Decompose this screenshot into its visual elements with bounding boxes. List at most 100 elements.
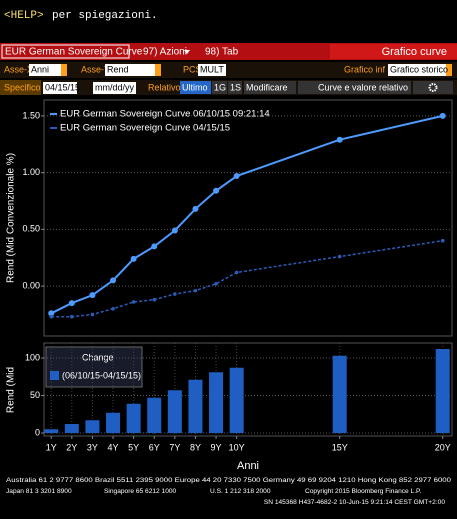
label: Specifico — [4, 82, 41, 92]
y-tick-label: 1.00 — [22, 167, 40, 177]
x-tick-label: 15Y — [332, 442, 348, 452]
bar — [44, 429, 59, 433]
series-line — [50, 114, 443, 315]
y-tick-label: 0 — [35, 427, 40, 437]
data-point — [193, 288, 198, 293]
y-tick-label: 0.00 — [22, 280, 40, 290]
field-value: mm/dd/yy — [95, 82, 135, 92]
bar — [209, 372, 224, 433]
actions-button[interactable]: 97) Azioni — [143, 47, 187, 58]
footer-line: Australia 61 2 9777 8600 Brazil 5511 239… — [6, 477, 451, 484]
x-tick-label: 4Y — [108, 442, 119, 452]
button-label: Modificare — [246, 82, 288, 92]
x-tick-label: 2Y — [66, 442, 77, 452]
y-tick-label: 0.50 — [22, 224, 40, 234]
label: Asse-Y — [81, 64, 110, 74]
data-point — [336, 136, 343, 143]
y-tick-label: 50 — [30, 390, 40, 400]
x-tick-label: 1Y — [46, 442, 57, 452]
view-title: Grafico curve — [382, 46, 447, 58]
data-point — [151, 243, 158, 250]
data-point — [68, 300, 75, 307]
dropdown[interactable] — [446, 64, 452, 76]
data-point — [440, 238, 445, 243]
button-label: 1S — [230, 82, 241, 92]
field-value: Rend — [107, 64, 129, 74]
button[interactable] — [244, 81, 296, 94]
x-tick-label: 9Y — [211, 442, 222, 452]
x-tick-label: 3Y — [87, 442, 98, 452]
dropdown-arrow — [184, 50, 190, 54]
plot-frame — [43, 342, 453, 437]
data-point — [214, 282, 218, 286]
data-point — [152, 297, 157, 302]
bar — [435, 349, 450, 433]
data-point — [213, 187, 220, 194]
label: Grafico inf — [344, 64, 386, 74]
label-box — [0, 80, 41, 95]
legend-box — [45, 346, 143, 388]
bar — [188, 379, 203, 433]
field[interactable] — [198, 64, 226, 76]
field[interactable] — [105, 64, 161, 76]
plot-frame — [43, 99, 453, 337]
field-value: MULT — [200, 64, 224, 74]
label: Relativo — [148, 82, 181, 92]
x-tick-label: 8Y — [190, 442, 201, 452]
footer-item: U.S. 1 212 318 2000 — [210, 488, 271, 495]
button-active[interactable] — [180, 81, 211, 94]
data-point — [131, 300, 136, 304]
data-point — [90, 312, 95, 317]
x-tick-label: 7Y — [169, 442, 180, 452]
data-point — [234, 270, 239, 275]
dropdown[interactable] — [61, 64, 67, 76]
field[interactable] — [29, 64, 67, 76]
data-point — [49, 314, 54, 319]
dropdown-button[interactable] — [298, 81, 411, 94]
field-value: 04/15/15 — [45, 82, 80, 92]
button[interactable] — [212, 81, 227, 94]
bar — [167, 390, 182, 433]
field[interactable] — [93, 82, 136, 94]
bar — [126, 403, 141, 433]
data-point — [233, 173, 240, 180]
data-point — [439, 112, 446, 119]
label: Asse-X — [4, 64, 33, 74]
bar — [147, 397, 162, 433]
x-axis-title: Anni — [237, 460, 259, 472]
x-tick-label: 20Y — [435, 442, 451, 452]
field-value: Grafico storico — [390, 64, 448, 74]
data-point — [89, 292, 96, 299]
data-point — [337, 254, 342, 259]
bar — [64, 424, 79, 433]
legend-title: Change — [82, 352, 114, 362]
data-point — [173, 292, 177, 296]
data-point — [130, 255, 137, 262]
dropdown[interactable] — [155, 64, 161, 76]
bar — [106, 412, 121, 433]
title-box — [1, 44, 130, 59]
data-point — [110, 277, 117, 284]
bar — [332, 355, 347, 433]
bar — [229, 367, 244, 433]
legend-swatch — [50, 371, 59, 380]
footer-line: SN 145368 H437-4682-2 10-Jun-15 9:21:14 … — [264, 499, 445, 506]
button[interactable] — [228, 81, 242, 94]
series-line — [51, 239, 443, 318]
x-tick-label: 5Y — [128, 442, 139, 452]
field[interactable] — [388, 64, 452, 76]
footer-item: Copyright 2015 Bloomberg Finance L.P. — [305, 488, 422, 495]
data-point — [171, 227, 178, 234]
settings-button[interactable] — [413, 81, 453, 94]
data-point — [192, 205, 199, 212]
y-tick-label: 1.50 — [22, 110, 40, 120]
tab-button[interactable]: 98) Tab — [205, 47, 239, 58]
footer-item: Japan 81 3 3201 8900 — [6, 488, 72, 495]
data-point — [70, 314, 74, 319]
field[interactable] — [43, 82, 77, 94]
x-tick-label: 6Y — [149, 442, 160, 452]
button-label: 1G — [214, 82, 226, 92]
label: PCS — [183, 64, 202, 74]
help-key[interactable]: <HELP> — [4, 10, 44, 22]
